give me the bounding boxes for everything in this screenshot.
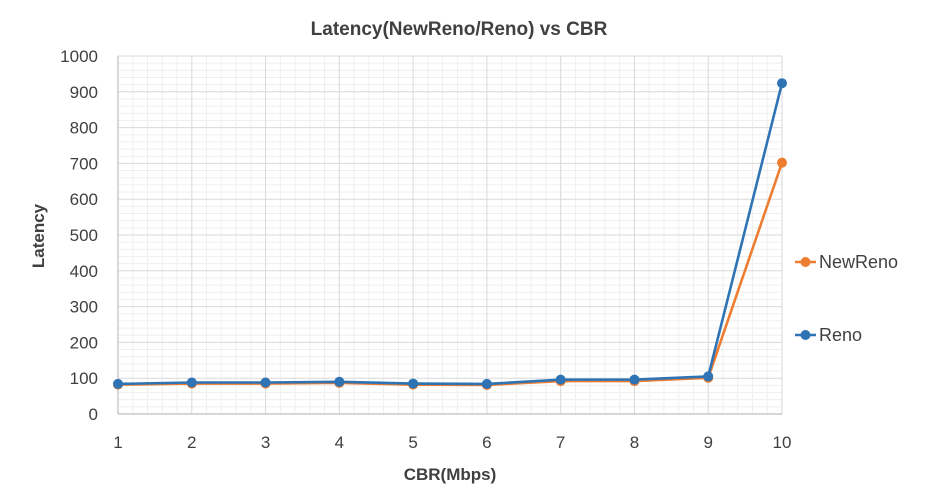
data-point-newreno	[777, 157, 787, 168]
x-axis-title: CBR(Mbps)	[404, 465, 497, 484]
x-tick-label: 6	[482, 433, 491, 452]
y-tick-label: 100	[70, 369, 98, 388]
y-tick-label: 900	[70, 83, 98, 102]
data-point-reno	[481, 378, 492, 389]
x-tick-label: 4	[335, 433, 344, 452]
data-point-reno	[260, 377, 271, 388]
y-axis-title: Latency	[29, 203, 48, 268]
x-tick-label: 7	[556, 433, 565, 452]
data-point-reno	[777, 78, 787, 89]
x-tick-label: 10	[773, 433, 792, 452]
data-point-reno	[186, 377, 197, 388]
x-tick-label: 3	[261, 433, 270, 452]
y-tick-label: 500	[70, 226, 98, 245]
legend-label-reno: Reno	[819, 325, 862, 345]
x-tick-labels: 1 2 3 4 5 6 7 8 9 10	[113, 433, 791, 452]
y-tick-label: 400	[70, 262, 98, 281]
data-point-reno	[555, 374, 566, 385]
series-line-newreno	[117, 162, 784, 387]
y-tick-label: 300	[70, 298, 98, 317]
y-tick-label: 700	[70, 154, 98, 173]
data-point-reno	[703, 371, 714, 382]
data-point-reno	[629, 374, 640, 385]
axis-lines	[117, 56, 782, 415]
x-tick-label: 8	[630, 433, 639, 452]
chart-title: Latency(NewReno/Reno) vs CBR	[311, 19, 608, 40]
y-tick-label: 1000	[60, 47, 98, 66]
data-point-reno	[408, 378, 419, 389]
y-tick-label: 600	[70, 190, 98, 209]
x-tick-label: 1	[113, 433, 122, 452]
legend-marker-newreno	[800, 257, 811, 267]
x-tick-label: 5	[408, 433, 417, 452]
x-tick-label: 2	[187, 433, 196, 452]
legend-label-newreno: NewReno	[819, 252, 898, 272]
legend: NewReno Reno	[795, 252, 898, 345]
y-tick-label: 800	[70, 119, 98, 138]
series-line-reno	[117, 82, 784, 386]
y-tick-label: 0	[89, 405, 98, 424]
y-tick-label: 200	[70, 333, 98, 352]
x-tick-label: 9	[703, 433, 712, 452]
gridlines	[117, 55, 783, 415]
data-point-reno	[113, 378, 123, 389]
y-tick-labels: 0 100 200 300 400 500 600 700 800 900 1000	[60, 47, 98, 424]
series-group	[113, 78, 787, 391]
legend-marker-reno	[800, 330, 811, 340]
data-point-reno	[334, 376, 345, 387]
